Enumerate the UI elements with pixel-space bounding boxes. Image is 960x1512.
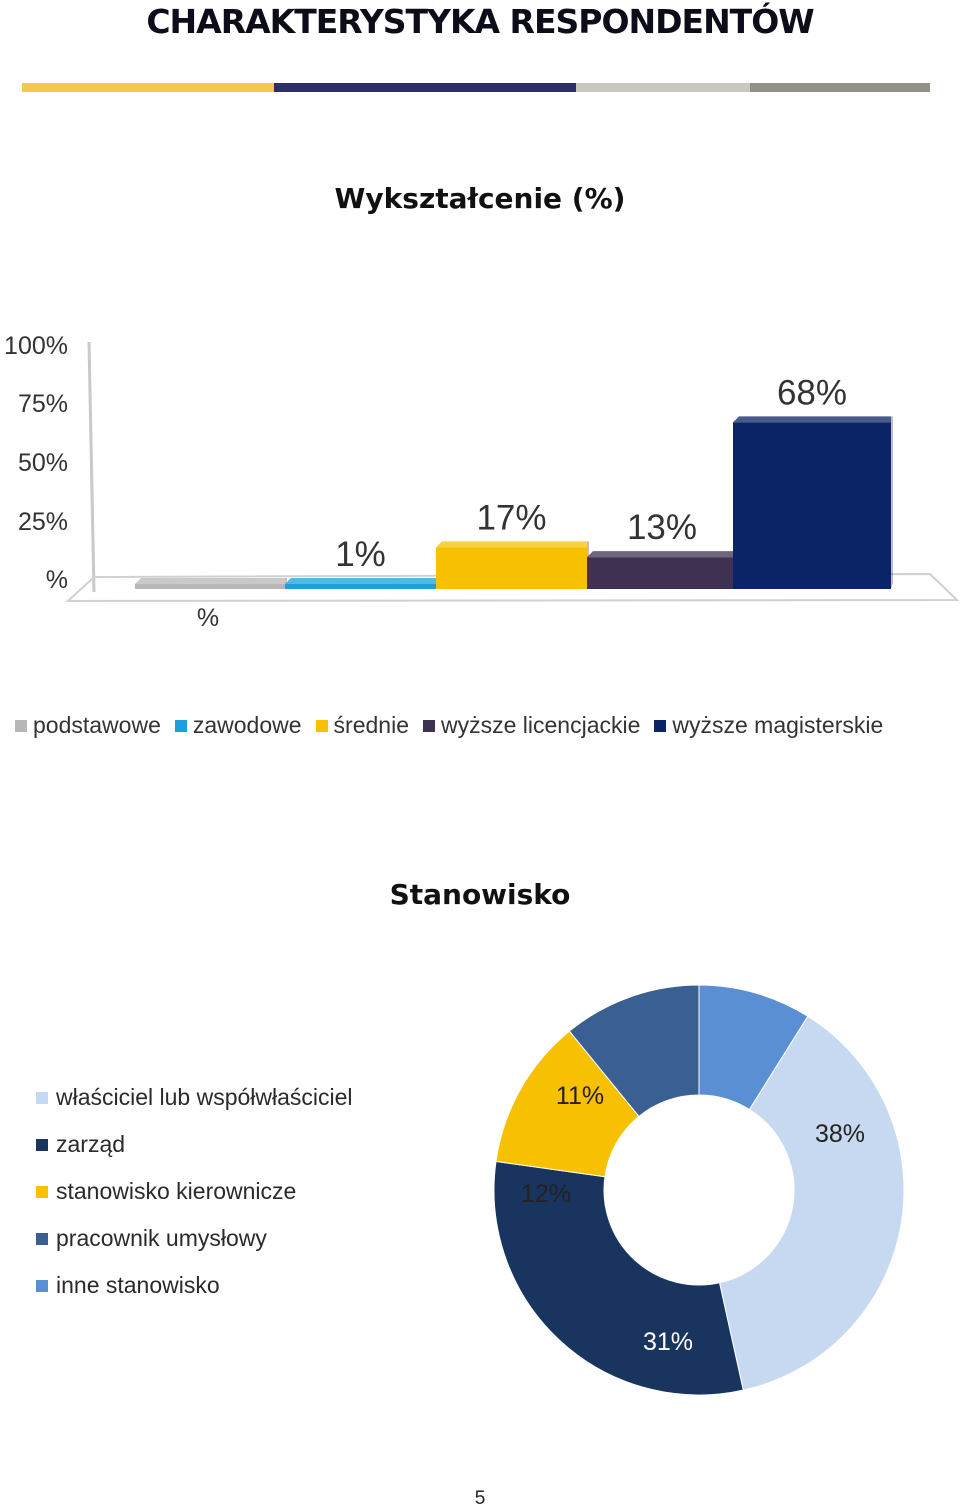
education-bar-chart: 100% 75% 50% 25%%% 1% 17% 13% 68% — [4, 332, 960, 630]
legend-label: podstawowe — [33, 712, 161, 738]
legend-swatch — [174, 719, 187, 732]
page-number: 5 — [474, 1488, 486, 1509]
bar-wyższe-licencjackie — [587, 551, 739, 589]
legend-swatch — [654, 719, 667, 732]
legend-swatch — [315, 719, 328, 732]
pie-slice-pracownik-umysłowy — [568, 984, 700, 1118]
bar-wyższe-magisterskie — [733, 416, 893, 589]
pie-chart-title: Stanowisko — [389, 878, 571, 911]
pie-data-label: 31% — [643, 1328, 693, 1356]
legend-swatch — [36, 1279, 48, 1292]
bar-data-label: % — [197, 604, 219, 630]
legend-label: średnie — [333, 712, 409, 738]
legend-label: stanowisko kierownicze — [56, 1178, 297, 1204]
legend-label: wyższe magisterskie — [672, 712, 884, 738]
pie-legend-item: zarząd — [36, 1121, 353, 1168]
pie-legend-item: inne stanowisko — [36, 1262, 353, 1309]
y-tick-label: 75% — [18, 390, 68, 418]
legend-swatch — [422, 719, 435, 732]
bar-legend-item: zawodowe — [174, 712, 302, 739]
pie-legend-item: pracownik umysłowy — [36, 1215, 353, 1262]
bar-data-label: 1% — [335, 535, 386, 574]
header-band-3 — [576, 83, 750, 92]
legend-swatch — [36, 1185, 48, 1198]
pie-legend-item: stanowisko kierownicze — [36, 1168, 353, 1215]
legend-label: pracownik umysłowy — [56, 1225, 267, 1251]
pie-slice-właściciel-lub-współwłaściciel — [718, 1015, 905, 1391]
bar-data-label: 13% — [627, 508, 697, 547]
legend-swatch — [36, 1138, 48, 1151]
header-band-4 — [750, 83, 930, 92]
legend-swatch — [36, 1232, 48, 1245]
legend-label: zawodowe — [192, 712, 302, 738]
pie-legend: właściciel lub współwłaściciel zarząd stan… — [36, 1074, 353, 1309]
legend-swatch — [36, 1091, 48, 1104]
y-tick-label: 100% — [4, 332, 68, 360]
pie-data-label: 38% — [815, 1120, 865, 1148]
header-band-2 — [274, 83, 576, 92]
header-band-1 — [22, 83, 274, 92]
y-tick-label: 50% — [18, 449, 68, 477]
pie-legend-item: właściciel lub współwłaściciel — [36, 1074, 353, 1121]
bar-legend: podstawowe zawodowe średnie wyższe licencja… — [15, 712, 897, 739]
legend-label: wyższe licencjackie — [440, 712, 641, 738]
y-tick-label: 25% — [18, 508, 68, 536]
legend-swatch — [15, 719, 27, 732]
bar-legend-item: podstawowe — [15, 712, 161, 739]
pie-slice-zarząd — [493, 1160, 744, 1396]
bar-legend-item: wyższe magisterskie — [654, 712, 883, 739]
legend-label: inne stanowisko — [56, 1272, 220, 1298]
bar-podstawowe — [135, 578, 287, 589]
bar-data-label: 17% — [476, 498, 546, 537]
pie-data-label: 12% — [521, 1180, 571, 1208]
position-donut-chart: 9%38%31%12%11% — [493, 984, 905, 1396]
bar-chart-title: Wykształcenie (%) — [334, 182, 626, 215]
pie-data-label: 11% — [556, 1082, 604, 1110]
page-title: CHARAKTERYSTYKA RESPONDENTÓW — [146, 2, 814, 41]
bar-data-label: 68% — [777, 373, 847, 412]
y-tick-label: % — [46, 566, 68, 594]
bar-zawodowe — [285, 578, 438, 589]
legend-label: właściciel lub współwłaściciel — [56, 1084, 353, 1110]
bar-legend-item: wyższe licencjackie — [422, 712, 641, 739]
bar-średnie — [436, 541, 589, 589]
legend-label: zarząd — [56, 1131, 126, 1157]
bar-legend-item: średnie — [315, 712, 409, 739]
